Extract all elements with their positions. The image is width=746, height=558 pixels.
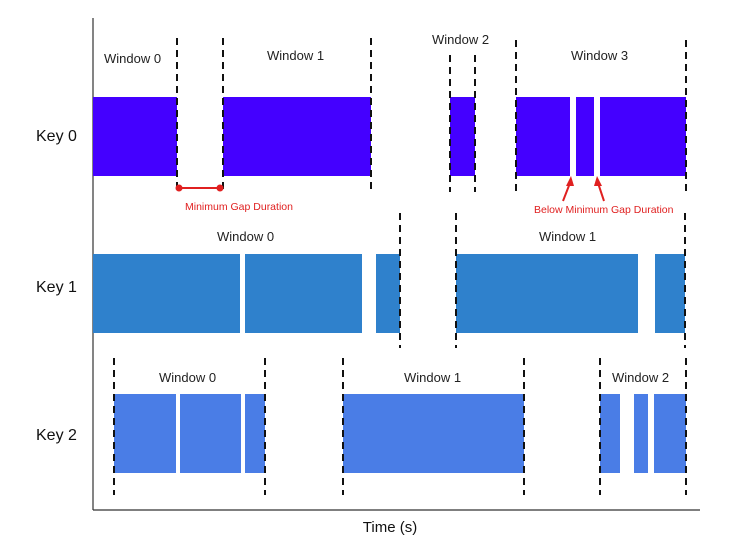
key-2-event-block (245, 394, 265, 473)
key-0-window-0-label: Window 0 (104, 51, 161, 66)
minimum-gap-endpoint (216, 184, 224, 192)
below-gap-arrowhead (594, 176, 602, 186)
key-2-window-0-label: Window 0 (159, 370, 216, 385)
key-2-event-block (343, 394, 524, 473)
key-0-event-block (576, 97, 594, 176)
key-0-window-3-label: Window 3 (571, 48, 628, 63)
key-1-event-block (456, 254, 638, 333)
key-0-window-2-label: Window 2 (432, 32, 489, 47)
key-2-label: Key 2 (36, 427, 77, 444)
key-1-event-block (376, 254, 400, 333)
below-gap-arrowhead (566, 176, 574, 186)
key-0-label: Key 0 (36, 128, 77, 145)
key-2-window-2-label: Window 2 (612, 370, 669, 385)
minimum-gap-label: Minimum Gap Duration (185, 201, 293, 213)
key-0-window-1-label: Window 1 (267, 48, 324, 63)
key-2-event-block (180, 394, 241, 473)
key-0-row: Window 0 Window 1 Window 2 Window 3 Mini… (93, 32, 687, 216)
key-1-event-block (93, 254, 240, 333)
key-2-event-block (654, 394, 686, 473)
key-2-row: Window 0 Window 1 Window 2 (113, 358, 687, 495)
key-0-event-block (93, 97, 177, 176)
key-1-label: Key 1 (36, 279, 77, 296)
key-0-event-block (223, 97, 371, 176)
key-0-event-block (600, 97, 686, 176)
key-2-event-block (634, 394, 648, 473)
key-2-window-1-label: Window 1 (404, 370, 461, 385)
key-1-event-block (245, 254, 362, 333)
key-1-window-1-label: Window 1 (539, 229, 596, 244)
key-1-window-0-label: Window 0 (217, 229, 274, 244)
key-2-event-block (114, 394, 176, 473)
key-2-event-block (600, 394, 620, 473)
key-0-event-block (450, 97, 475, 176)
key-1-row: Window 0 Window 1 (93, 213, 686, 348)
key-0-event-block (516, 97, 570, 176)
x-axis-label: Time (s) (363, 519, 417, 536)
key-1-event-block (655, 254, 685, 333)
minimum-gap-endpoint (175, 184, 183, 192)
below-minimum-gap-label: Below Minimum Gap Duration (534, 204, 674, 216)
